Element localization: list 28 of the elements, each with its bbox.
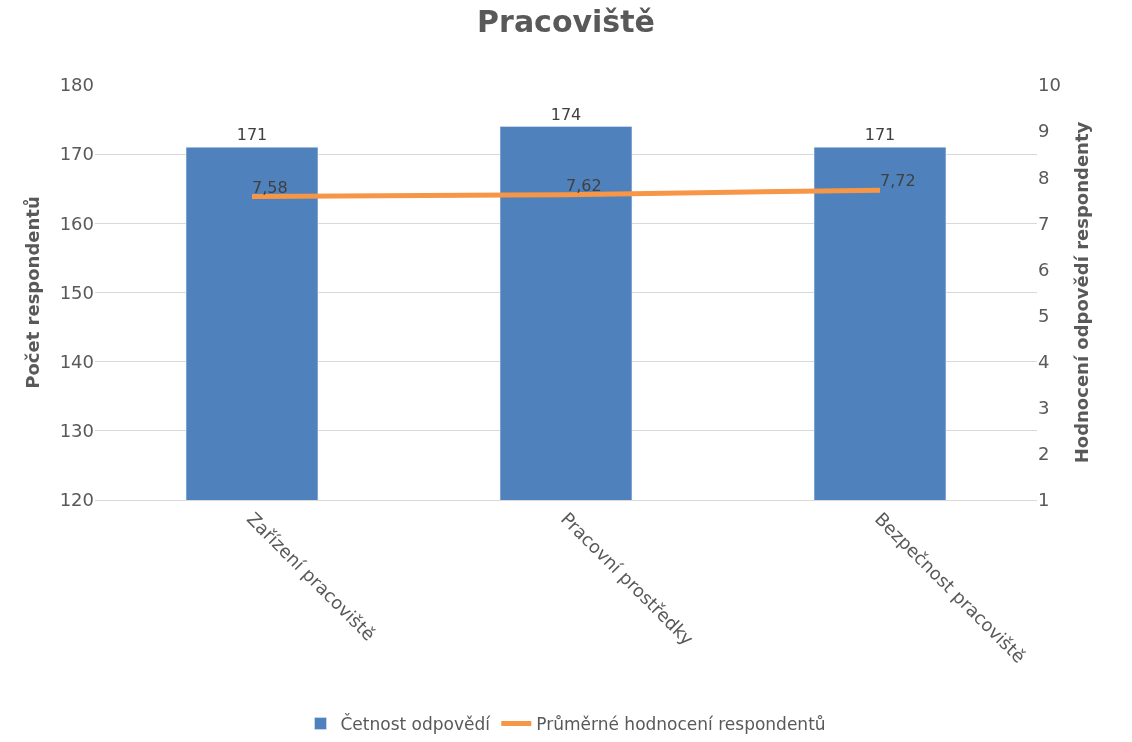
y2-tick-label: 3 bbox=[1038, 397, 1050, 419]
legend-label: Četnost odpovědí bbox=[340, 713, 492, 735]
y-tick-label: 180 bbox=[59, 74, 94, 96]
y-axis-title: Počet respondentů bbox=[21, 196, 43, 389]
chart-title: Pracoviště bbox=[477, 4, 655, 40]
y2-tick-label: 1 bbox=[1038, 489, 1050, 511]
y2-tick-label: 8 bbox=[1038, 166, 1050, 188]
data-label: 171 bbox=[236, 125, 268, 145]
y2-tick-label: 2 bbox=[1038, 443, 1050, 465]
data-label: 174 bbox=[550, 104, 582, 124]
data-label: 7,62 bbox=[566, 175, 602, 195]
data-label: 7,72 bbox=[880, 171, 916, 191]
y2-tick-label: 6 bbox=[1038, 258, 1050, 280]
y2-tick-label: 10 bbox=[1038, 74, 1061, 96]
y-tick-label: 120 bbox=[59, 489, 94, 511]
data-label: 7,58 bbox=[252, 177, 288, 197]
y-tick-label: 170 bbox=[59, 143, 94, 165]
y-tick-label: 140 bbox=[59, 350, 94, 372]
y-tick-label: 160 bbox=[59, 212, 94, 234]
y2-tick-label: 5 bbox=[1038, 304, 1050, 326]
y2-tick-label: 7 bbox=[1038, 212, 1050, 234]
y2-tick-label: 9 bbox=[1038, 120, 1050, 142]
legend-label: Průměrné hodnocení respondentů bbox=[536, 714, 826, 735]
y2-axis-title: Hodnocení odpovědí respondenty bbox=[1071, 121, 1093, 464]
data-label: 171 bbox=[864, 125, 896, 145]
y2-tick-label: 4 bbox=[1038, 350, 1050, 372]
y-tick-label: 130 bbox=[59, 420, 94, 442]
y-tick-label: 150 bbox=[59, 281, 94, 303]
